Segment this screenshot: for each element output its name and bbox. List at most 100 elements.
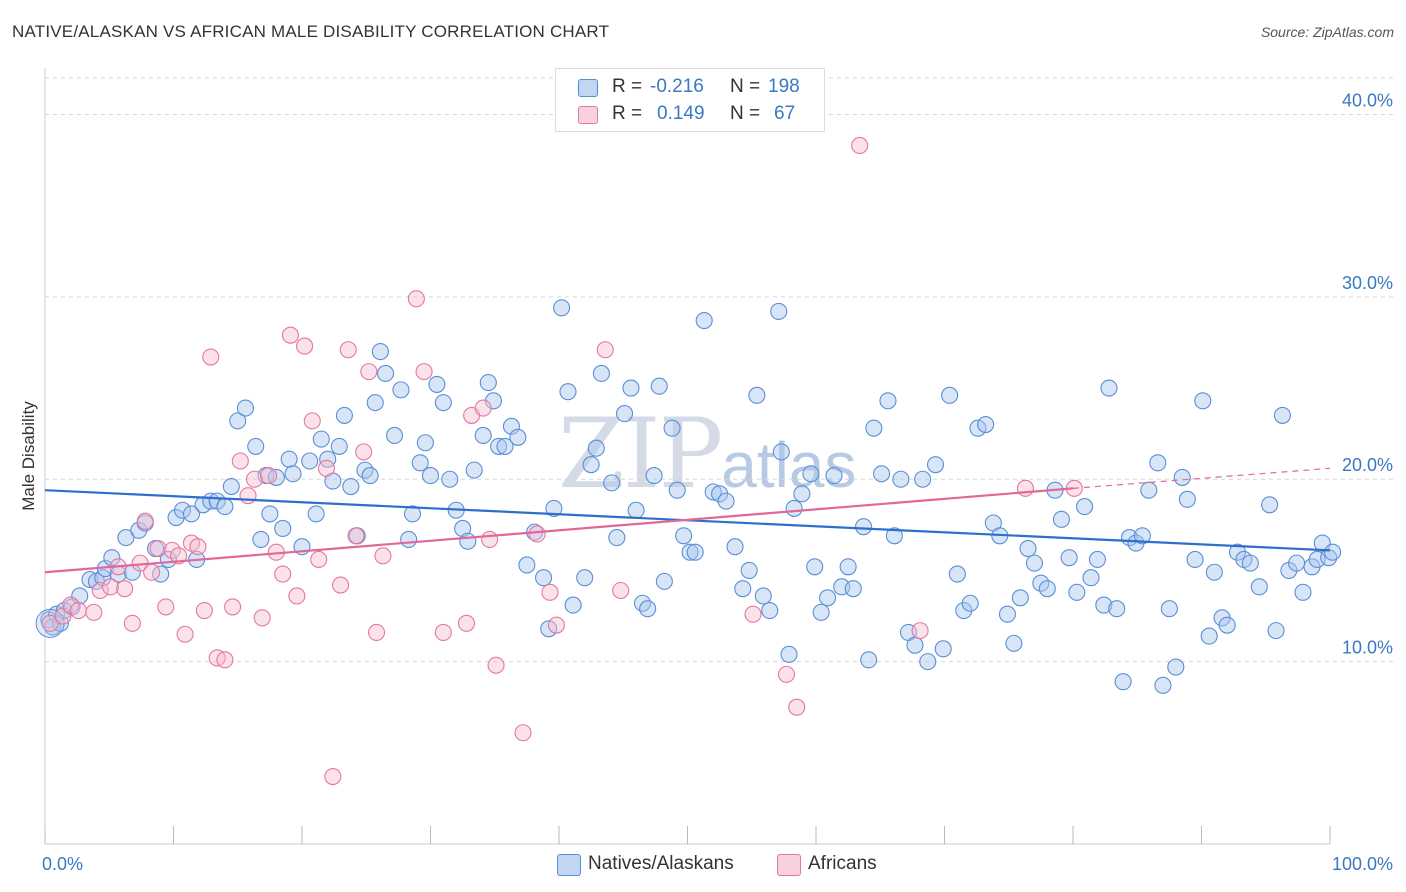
point-natives	[655, 572, 673, 590]
point-natives	[1228, 543, 1247, 561]
point-natives	[844, 580, 862, 598]
point-natives	[459, 532, 477, 550]
point-natives	[509, 428, 527, 446]
point-natives	[854, 518, 873, 536]
point-africans	[310, 550, 328, 569]
point-natives	[681, 543, 699, 561]
legend-label-natives: Natives/Alaskans	[588, 853, 734, 874]
point-natives	[247, 437, 265, 455]
point-natives	[977, 415, 995, 434]
point-natives	[726, 538, 744, 556]
point-natives	[1025, 554, 1043, 572]
natives-swatch	[578, 79, 598, 97]
point-natives	[961, 594, 979, 612]
point-natives	[998, 605, 1017, 623]
point-africans	[528, 525, 546, 543]
point-natives	[1273, 406, 1292, 424]
stat-row-natives: R = -0.216 N = 198	[556, 73, 824, 101]
n-label: N =	[730, 76, 761, 97]
point-natives	[403, 505, 422, 523]
point-natives	[553, 299, 571, 317]
point-natives	[312, 430, 330, 448]
point-natives	[1060, 549, 1078, 567]
point-natives	[280, 450, 298, 468]
point-africans	[407, 290, 425, 308]
point-natives	[1267, 622, 1285, 640]
r-value: 0.149	[657, 103, 705, 124]
point-africans	[481, 530, 499, 548]
series-natives-alaskans	[35, 299, 1342, 694]
point-natives	[1178, 490, 1196, 508]
point-natives	[307, 505, 325, 523]
point-natives	[385, 426, 404, 445]
point-natives	[465, 461, 483, 479]
point-natives	[819, 589, 837, 607]
point-natives	[502, 417, 521, 435]
point-natives	[780, 645, 798, 663]
point-africans	[231, 452, 249, 470]
point-natives	[639, 600, 657, 618]
point-africans	[851, 136, 869, 155]
point-natives	[1038, 580, 1056, 598]
point-natives	[806, 558, 824, 576]
point-africans	[69, 602, 87, 620]
point-africans	[596, 341, 614, 359]
point-natives	[1241, 554, 1259, 572]
point-natives	[319, 450, 337, 468]
point-africans	[367, 623, 386, 641]
legend-item-natives[interactable]: Natives/Alaskans	[557, 850, 757, 878]
point-natives	[1261, 496, 1279, 514]
point-natives	[576, 569, 594, 587]
point-natives	[941, 386, 959, 404]
point-natives	[252, 530, 270, 548]
point-natives	[748, 386, 766, 404]
point-natives	[865, 419, 883, 437]
point-natives	[1011, 589, 1029, 607]
point-natives	[1173, 468, 1191, 486]
point-natives	[785, 499, 803, 517]
axis-layer	[44, 68, 1331, 845]
point-natives	[81, 570, 99, 589]
point-natives	[1160, 600, 1178, 618]
point-natives	[1324, 543, 1342, 561]
point-natives	[130, 521, 148, 539]
point-natives	[892, 470, 910, 488]
point-natives	[686, 543, 704, 561]
point-natives	[1186, 550, 1204, 569]
point-natives	[717, 492, 735, 510]
y-tick-label: 20.0%	[1342, 455, 1393, 475]
point-africans	[224, 598, 242, 616]
point-natives	[1095, 596, 1113, 614]
point-natives	[1140, 481, 1158, 499]
r-label: R =	[612, 103, 643, 124]
point-africans	[317, 459, 335, 477]
point-africans	[123, 614, 141, 632]
point-africans	[360, 363, 378, 381]
point-natives	[117, 529, 135, 547]
point-natives	[342, 477, 360, 496]
point-natives	[1154, 676, 1172, 694]
point-natives	[627, 501, 645, 519]
point-natives	[1133, 527, 1151, 545]
point-natives	[416, 434, 434, 452]
point-natives	[1205, 563, 1223, 581]
point-africans	[415, 363, 433, 381]
point-natives	[754, 587, 772, 605]
point-africans	[91, 581, 109, 600]
point-africans	[355, 443, 373, 461]
point-natives	[71, 587, 89, 605]
point-natives	[872, 465, 891, 483]
point-africans	[744, 605, 762, 623]
point-africans	[1016, 479, 1035, 497]
point-natives	[948, 565, 966, 583]
n-label: N =	[730, 103, 761, 124]
y-tick-label: 10.0%	[1342, 638, 1393, 658]
point-natives	[103, 549, 121, 567]
point-africans	[324, 767, 342, 786]
point-natives	[545, 499, 563, 517]
point-natives	[740, 561, 758, 579]
point-natives	[934, 640, 952, 658]
legend-item-africans[interactable]: Africans	[777, 850, 897, 878]
series-africans	[41, 136, 1083, 786]
